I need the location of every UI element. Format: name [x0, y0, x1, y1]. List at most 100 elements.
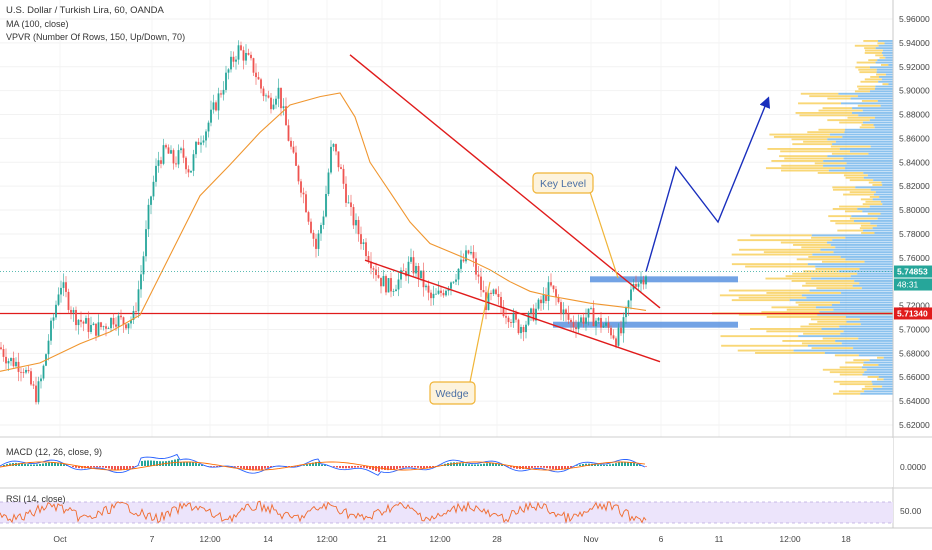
volume-profile-bar-up — [766, 330, 844, 333]
main-pane[interactable] — [0, 0, 893, 437]
volume-profile-bar-up — [761, 311, 820, 314]
vpvr-legend[interactable]: VPVR (Number Of Rows, 150, Up/Down, 70) — [6, 32, 186, 42]
macd-histogram-bar — [615, 463, 617, 466]
candle-body — [232, 56, 235, 62]
price-axis[interactable]: 5.96000 5.94000 5.92000 5.90000 5.88000 5.860… — [892, 0, 932, 528]
volume-profile-bar-up — [766, 316, 846, 318]
ma-100-line — [0, 92, 647, 372]
rsi-legend[interactable]: RSI (14, close) — [6, 494, 66, 504]
wedge-callout[interactable]: Wedge — [429, 281, 491, 405]
macd-histogram-bar — [528, 466, 530, 469]
projection-path[interactable] — [645, 96, 771, 272]
candle-body — [382, 276, 385, 287]
key-level-zone[interactable] — [590, 276, 738, 283]
rsi-pane[interactable]: 50.00 — [0, 487, 932, 524]
candle-body — [512, 313, 515, 323]
macd-pane[interactable]: 0.0000 — [0, 436, 932, 487]
candle-body — [157, 160, 160, 166]
volume-profile-bar-down — [864, 390, 893, 393]
candle-body — [510, 322, 512, 323]
candle-body — [107, 328, 110, 330]
macd-histogram-bar — [342, 466, 344, 469]
macd-histogram-bar — [183, 461, 185, 466]
candle-body — [615, 338, 617, 346]
volume-profile-bar-up — [721, 344, 808, 347]
volume-profile-bar-down — [859, 318, 893, 321]
wedge-upper-line[interactable] — [349, 54, 661, 309]
macd-histogram-bar — [123, 466, 125, 470]
candle-body — [342, 168, 345, 184]
volume-profile-bar-up — [784, 157, 844, 160]
volume-profile-bar-down — [851, 215, 893, 218]
macd-histogram-bar — [558, 466, 560, 470]
symbol-title[interactable]: U.S. Dollar / Turkish Lira, 60, OANDA — [6, 5, 164, 16]
volume-profile-bar-up — [858, 68, 877, 71]
volume-profile-bar-up — [782, 340, 836, 342]
macd-histogram-bar — [108, 466, 110, 469]
candle-body — [377, 275, 380, 278]
candle-body — [15, 361, 17, 367]
candle-body — [87, 318, 90, 332]
volume-profile-bar-down — [817, 313, 893, 316]
key-level-zone[interactable] — [553, 321, 738, 328]
volume-profile-bar-up — [864, 52, 882, 54]
volume-profile-bar-down — [824, 352, 893, 354]
volume-profile-bar-up — [817, 172, 864, 174]
candle-body — [612, 335, 615, 339]
volume-profile-bar-down — [853, 347, 893, 350]
volume-profile-bar-down — [852, 107, 893, 110]
candle-body — [252, 58, 255, 73]
volume-profile-bar-down — [877, 100, 893, 102]
wedge-lower-line[interactable] — [364, 259, 661, 363]
macd-histogram-bar — [582, 463, 584, 466]
volume-profile-bar-up — [814, 162, 847, 165]
candle-body — [520, 326, 522, 334]
macd-histogram-bar — [498, 463, 500, 466]
macd-legend[interactable]: MACD (12, 26, close, 9) — [6, 447, 103, 457]
volume-profile-bar-down — [845, 316, 893, 318]
volume-profile-bar-up — [785, 275, 851, 278]
volume-profile-bar-up — [720, 335, 799, 338]
volume-profile-bar-up — [769, 133, 830, 136]
volume-profile-bar-down — [859, 268, 893, 270]
macd-histogram-bar — [126, 466, 128, 470]
volume-profile-bar-up — [738, 296, 807, 299]
key-level-callout[interactable]: Key Level — [532, 172, 619, 279]
candle-body — [575, 327, 577, 330]
volume-profile-bar-up — [798, 102, 841, 105]
volume-profile-bar-down — [812, 253, 893, 256]
volume-profile-bar-down — [846, 162, 893, 165]
candle-body — [617, 327, 620, 346]
macd-histogram-bar — [252, 466, 254, 471]
macd-histogram-bar — [630, 462, 632, 466]
macd-histogram-bar — [18, 463, 20, 466]
macd-histogram-bar — [369, 466, 371, 470]
level-price-tag: 5.71340 — [894, 307, 932, 320]
macd-histogram-bar — [600, 464, 602, 466]
volume-profile-bar-down — [811, 277, 893, 280]
volume-profile-bar-down — [842, 136, 893, 138]
ma-legend[interactable]: MA (100, close) — [6, 19, 69, 29]
candle-body — [215, 102, 217, 111]
candle-body — [435, 293, 437, 295]
time-tick-label: 12:00 — [199, 534, 221, 544]
macd-histogram-bar — [147, 460, 149, 466]
volume-profile-bar-down — [829, 133, 893, 136]
candle-body — [367, 256, 370, 262]
macd-histogram-bar — [354, 466, 356, 468]
volume-profile-bar-up — [811, 236, 846, 239]
candle-body — [497, 294, 500, 297]
time-axis[interactable]: Oct 7 12:00 14 12:00 21 12:00 28 Nov 6 11 12:00 18 — [0, 527, 932, 544]
volume-profile-bar-down — [862, 210, 893, 213]
candle-body — [152, 181, 155, 197]
candle-body — [607, 322, 610, 328]
macd-histogram-bar — [510, 466, 512, 468]
price-tick-label: 5.66000 — [899, 372, 930, 382]
candle-body — [365, 242, 367, 257]
macd-histogram-bar — [99, 466, 101, 468]
candle-body — [357, 219, 360, 235]
volume-profile-bar-up — [847, 116, 875, 119]
volume-profile-bar-up — [863, 40, 879, 42]
volume-profile-bar-down — [789, 299, 893, 302]
